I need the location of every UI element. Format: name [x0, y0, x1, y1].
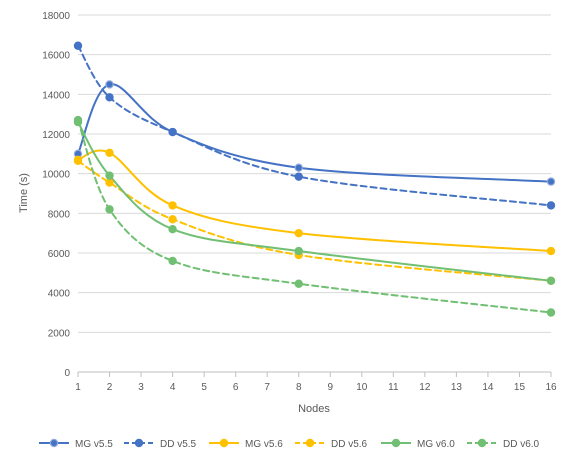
- data-point-dd-v6-0: [73, 115, 83, 125]
- legend-marker: [305, 438, 315, 448]
- legend-item-mg-v5-5: MG v5.5: [39, 438, 113, 450]
- x-tick-label: 3: [138, 382, 144, 393]
- series-lines: [77, 44, 552, 314]
- series-line-mg-v6-0: [77, 121, 552, 282]
- data-point-mg-v6-0: [294, 246, 303, 256]
- y-tick-label: 12000: [42, 130, 70, 141]
- y-tick-label: 2000: [48, 328, 71, 339]
- data-point-dd-v5-5: [546, 201, 556, 210]
- x-tick-label: 2: [107, 382, 113, 393]
- x-tick-label: 11: [388, 382, 399, 393]
- series-line-dd-v6-0: [77, 119, 552, 314]
- data-point-mg-v5-5: [546, 177, 556, 186]
- y-tick-label: 18000: [42, 11, 70, 22]
- legend: MG v5.5 DD v5.5 MG v5.6 DD v5.6 MG v6.0 DD v6…: [39, 438, 540, 450]
- y-tick-label: 10000: [42, 170, 70, 181]
- legend-item-dd-v5-6: DD v5.6: [295, 438, 368, 450]
- y-tick-label: 0: [64, 368, 70, 379]
- axes: 0 2000 4000 6000 8000 10000 12000 14000 16000 180…: [42, 11, 557, 393]
- x-tick-label: 7: [264, 382, 270, 393]
- data-point-dd-v6-0: [105, 205, 114, 214]
- legend-marker: [477, 438, 487, 448]
- series-markers: [73, 41, 556, 317]
- legend-label: DD v5.5: [160, 439, 197, 450]
- y-tick-label: 16000: [42, 51, 70, 62]
- x-tick-label: 12: [419, 382, 431, 393]
- data-point-dd-v5-5: [168, 127, 177, 137]
- data-point-dd-v6-0: [546, 308, 556, 317]
- y-tick-label: 8000: [48, 209, 71, 220]
- data-point-dd-v5-5: [105, 93, 114, 102]
- x-tick-label: 6: [233, 382, 239, 393]
- data-point-dd-v5-6: [73, 156, 83, 165]
- data-point-mg-v6-0: [546, 276, 556, 285]
- data-point-mg-v5-6: [294, 228, 303, 238]
- legend-label: MG v6.0: [417, 439, 455, 450]
- x-tick-label: 10: [356, 382, 368, 393]
- legend-marker: [391, 438, 401, 448]
- y-tick-label: 4000: [48, 289, 71, 300]
- x-tick-label: 15: [514, 382, 526, 393]
- x-tick-label: 5: [201, 382, 207, 393]
- x-tick-label: 1: [75, 382, 81, 393]
- x-axis-label: Nodes: [298, 403, 330, 415]
- y-axis-label: Time (s): [18, 173, 30, 213]
- data-point-dd-v5-5: [73, 41, 83, 50]
- data-point-dd-v5-6: [105, 178, 114, 187]
- legend-marker: [219, 438, 229, 448]
- legend-label: MG v5.5: [75, 439, 113, 450]
- data-point-mg-v5-6: [546, 246, 556, 256]
- data-point-dd-v6-0: [294, 279, 303, 288]
- x-tick-label: 14: [482, 382, 494, 393]
- legend-item-dd-v5-5: DD v5.5: [124, 438, 197, 450]
- data-point-mg-v5-5: [294, 163, 303, 172]
- legend-label: MG v5.6: [245, 439, 283, 450]
- legend-label: DD v5.6: [331, 439, 368, 450]
- series-line-mg-v5-6: [77, 149, 552, 253]
- y-tick-label: 14000: [42, 90, 70, 101]
- legend-marker: [134, 438, 144, 448]
- data-point-mg-v5-6: [168, 201, 177, 210]
- gridlines: [78, 14, 551, 333]
- x-tick-label: 4: [170, 382, 176, 393]
- legend-item-dd-v6-0: DD v6.0: [467, 438, 540, 450]
- data-point-dd-v5-6: [168, 215, 177, 224]
- data-point-dd-v5-5: [294, 172, 303, 181]
- data-point-mg-v6-0: [105, 171, 114, 180]
- x-tick-label: 13: [451, 382, 463, 393]
- data-point-mg-v6-0: [168, 224, 177, 234]
- x-tick-label: 8: [296, 382, 302, 393]
- series-line-dd-v5-6: [77, 159, 552, 282]
- legend-item-mg-v6-0: MG v6.0: [381, 438, 455, 450]
- series-line-mg-v5-5: [77, 83, 552, 183]
- legend-marker: [49, 438, 59, 448]
- series-line-dd-v5-5: [77, 44, 552, 207]
- x-tick-label: 9: [327, 382, 333, 393]
- y-tick-label: 6000: [48, 249, 71, 260]
- data-point-mg-v5-6: [105, 148, 114, 158]
- legend-item-mg-v5-6: MG v5.6: [209, 438, 283, 450]
- data-point-mg-v5-5: [105, 80, 114, 89]
- legend-label: DD v6.0: [503, 439, 540, 450]
- x-tick-label: 16: [545, 382, 557, 393]
- data-point-dd-v6-0: [168, 256, 177, 266]
